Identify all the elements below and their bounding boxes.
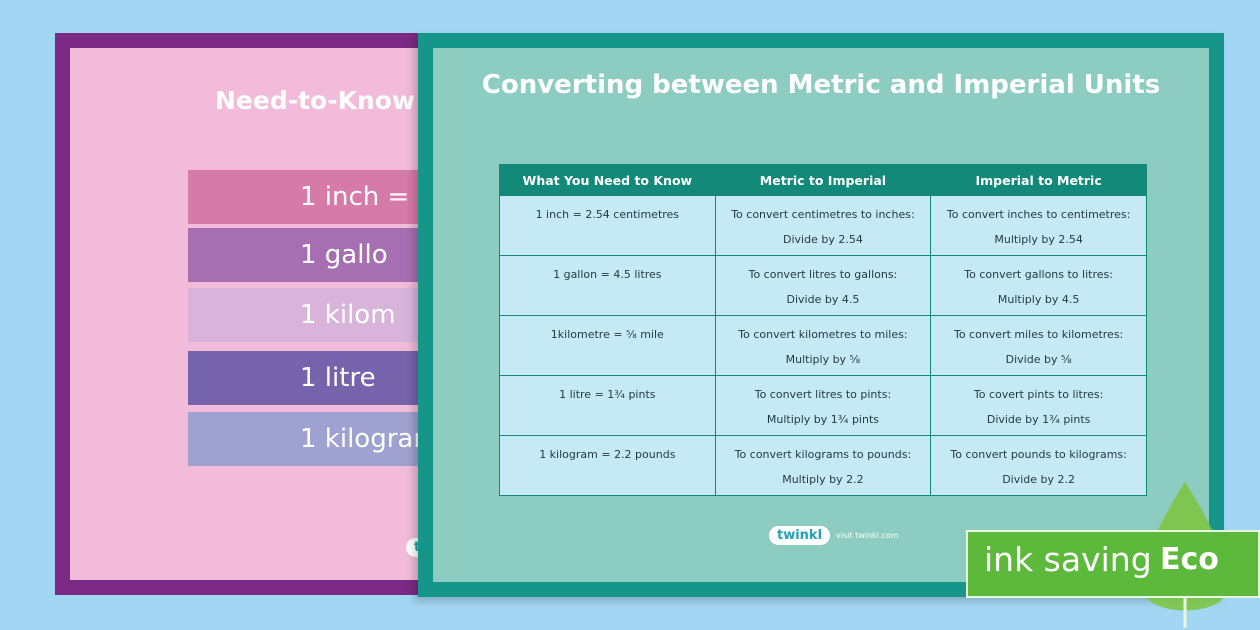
cell-line: Multiply by ⅝ — [785, 353, 861, 366]
cell-line: 1 gallon = 4.5 litres — [553, 268, 662, 281]
cell-line: Divide by 1¾ pints — [986, 413, 1091, 426]
metric-bar: 1 litre — [188, 351, 448, 405]
table-cell: 1 litre = 1¾ pints — [499, 375, 716, 436]
table-cell: To convert litres to gallons: Divide by 4… — [714, 255, 932, 316]
table-row: 1kilometre = ⅝ mile To convert kilometres… — [499, 315, 1147, 376]
front-title: Converting between Metric and Imperial U… — [481, 70, 1161, 100]
cell-line: To convert centimetres to inches: — [731, 208, 915, 221]
logo: twinkl visit twinkl.com — [769, 526, 899, 545]
table-cell: 1kilometre = ⅝ mile — [499, 315, 716, 376]
table-cell: To convert pounds to kilograms: Divide by… — [930, 435, 1147, 496]
table-cell: To convert centimetres to inches: Divide … — [714, 195, 932, 256]
cell-line: 1 kilogram = 2.2 pounds — [539, 448, 676, 461]
table-row: 1 litre = 1¾ pints To convert litres to p… — [499, 375, 1147, 436]
table-cell: 1 gallon = 4.5 litres — [499, 255, 716, 316]
cell-line: Divide by 4.5 — [786, 293, 860, 306]
table-cell: To convert miles to kilometres: Divide by… — [930, 315, 1147, 376]
metric-bar: 1 kilom — [188, 288, 448, 342]
table-row: 1 kilogram = 2.2 pounds To convert kilogr… — [499, 435, 1147, 496]
cell-line: Divide by 2.54 — [783, 233, 863, 246]
cell-line: Multiply by 4.5 — [997, 293, 1080, 306]
table-cell: 1 kilogram = 2.2 pounds — [499, 435, 716, 496]
cell-line: Multiply by 2.54 — [994, 233, 1083, 246]
metric-bar: 1 inch = 2 — [188, 170, 448, 224]
cell-line: To convert gallons to litres: — [964, 268, 1113, 281]
metric-bar: 1 kilogram — [188, 412, 448, 466]
cell-line: 1kilometre = ⅝ mile — [550, 328, 664, 341]
cell-line: Divide by ⅝ — [1005, 353, 1072, 366]
column-header: Metric to Imperial — [714, 164, 932, 196]
badge-text: ink saving — [984, 540, 1152, 579]
leaf-text: Eco — [1160, 542, 1219, 577]
back-title: Need-to-Know M — [215, 86, 449, 115]
cell-line: To convert pounds to kilograms: — [950, 448, 1127, 461]
table-cell: 1 inch = 2.54 centimetres — [499, 195, 716, 256]
logo-mark: twinkl — [769, 526, 831, 545]
cell-line: Multiply by 2.2 — [782, 473, 864, 486]
table-cell: To covert pints to litres: Divide by 1¾ p… — [930, 375, 1147, 436]
column-header: What You Need to Know — [499, 164, 716, 196]
table-cell: To convert kilometres to miles: Multiply … — [714, 315, 932, 376]
metric-bar: 1 gallo — [188, 228, 448, 282]
table-cell: To convert kilograms to pounds: Multiply … — [714, 435, 932, 496]
cell-line: To convert kilometres to miles: — [738, 328, 908, 341]
table-cell: To convert gallons to litres: Multiply by… — [930, 255, 1147, 316]
cell-line: To convert miles to kilometres: — [953, 328, 1124, 341]
conversion-table: What You Need to Know Metric to Imperial I… — [499, 164, 1147, 496]
cell-line: To covert pints to litres: — [973, 388, 1104, 401]
table-cell: To convert inches to centimetres: Multipl… — [930, 195, 1147, 256]
table-cell: To convert litres to pints: Multiply by 1… — [714, 375, 932, 436]
cell-line: 1 litre = 1¾ pints — [559, 388, 656, 401]
cell-line: Multiply by 1¾ pints — [766, 413, 879, 426]
table-row: 1 inch = 2.54 centimetres To convert cent… — [499, 195, 1147, 256]
eco-badge: ink saving — [966, 530, 1260, 598]
cell-line: To convert litres to pints: — [754, 388, 892, 401]
cell-line: 1 inch = 2.54 centimetres — [535, 208, 680, 221]
table-row: 1 gallon = 4.5 litres To convert litres t… — [499, 255, 1147, 316]
cell-line: To convert inches to centimetres: — [946, 208, 1131, 221]
cell-line: To convert litres to gallons: — [748, 268, 898, 281]
cell-line: To convert kilograms to pounds: — [734, 448, 912, 461]
front-poster-inner: Converting between Metric and Imperial U… — [433, 48, 1209, 582]
front-poster: Converting between Metric and Imperial U… — [418, 33, 1224, 597]
logo-caption: visit twinkl.com — [836, 531, 899, 540]
cell-line: Divide by 2.2 — [1002, 473, 1076, 486]
column-header: Imperial to Metric — [930, 164, 1147, 196]
